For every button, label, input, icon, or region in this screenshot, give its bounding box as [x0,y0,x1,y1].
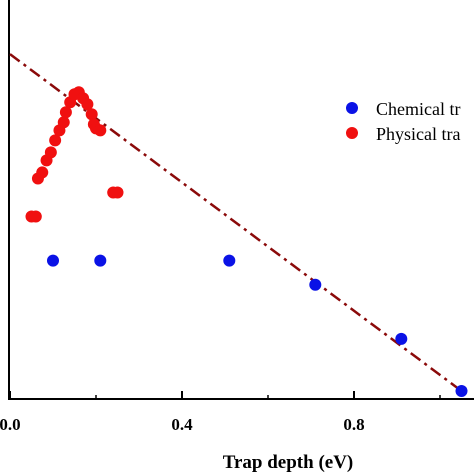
physical-trap-point-14 [81,98,94,111]
physical-trap-point-15 [85,108,98,121]
chemical-trap-point-3 [309,278,322,291]
x-tick-label-2: 0.8 [343,415,364,434]
x-tick-label-0: 0.0 [0,415,21,434]
legend-marker-physical [346,127,358,139]
physical-trap-point-20 [111,186,124,199]
plot-frame [8,0,474,400]
legend-label-chemical: Chemical tr [376,99,460,119]
chemical-trap-point-1 [94,254,107,267]
fit-line [9,53,463,392]
x-tick-label-1: 0.4 [171,415,193,434]
fit-line-layer [9,53,463,392]
chemical-trap-point-2 [223,254,236,267]
points-layer [25,86,468,397]
legend-marker-chemical [346,102,358,114]
physical-trap-point-3 [36,166,49,179]
chemical-trap-point-5 [455,384,468,397]
physical-trap-point-5 [44,146,57,159]
chemical-trap-point-4 [395,332,408,345]
legend-label-physical: Physical tra [376,124,460,144]
physical-trap-point-18 [94,124,107,137]
x-axis-title: Trap depth (eV) [223,452,354,473]
physical-trap-point-8 [57,116,70,129]
physical-trap-point-1 [29,210,42,223]
physical-trap-point-9 [59,106,72,119]
x-ticks-layer: 0.0 0.4 0.8 [0,391,441,434]
physical-trap-point-6 [49,134,62,147]
chemical-trap-point-0 [47,254,59,267]
legend: Chemical tr Physical tra [346,99,460,144]
